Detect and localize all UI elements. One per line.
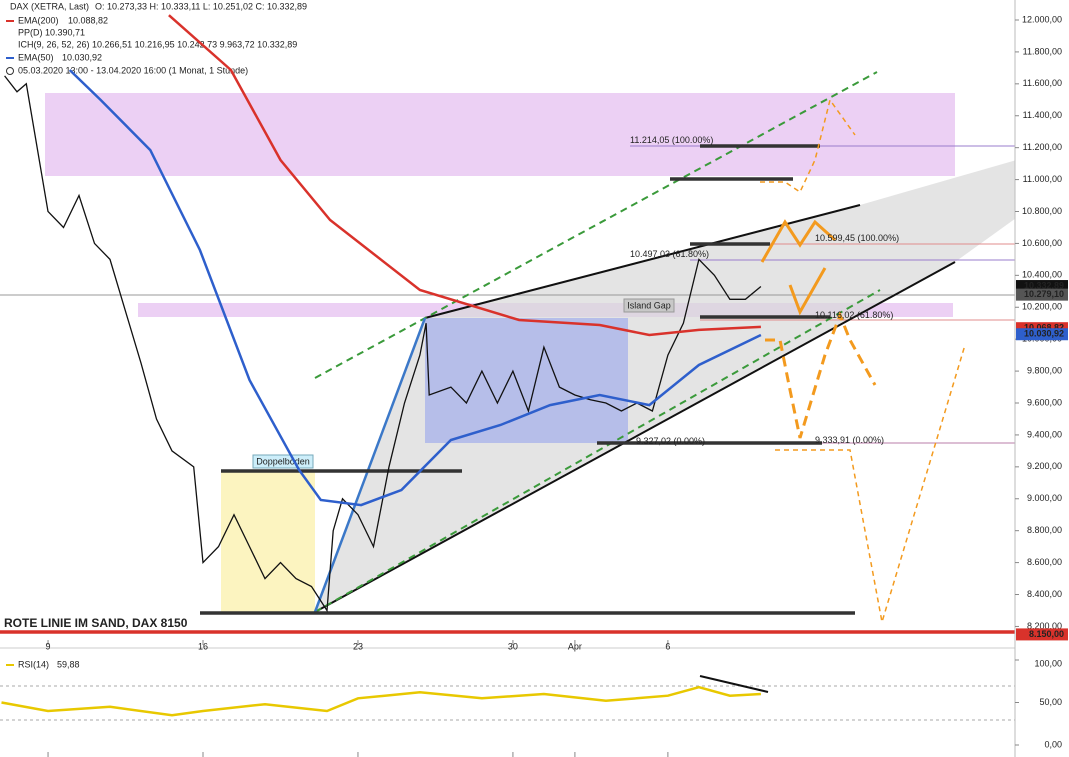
impulse-arrow bbox=[313, 317, 427, 613]
series-line bbox=[68, 69, 762, 507]
legend-bg bbox=[0, 0, 360, 80]
fib-label: 10.497,03 (61.80%) bbox=[630, 249, 709, 259]
y-tick-label: 9.000,00 bbox=[1027, 493, 1062, 503]
y-tick-label: 50,00 bbox=[1039, 697, 1062, 707]
legend-entry: PP(D) 10.390,71 bbox=[18, 27, 85, 37]
period: 05.03.2020 13:00 - 13.04.2020 16:00 (1 M… bbox=[18, 65, 248, 75]
x-tick-label: 6 bbox=[665, 641, 670, 651]
resistance-zone bbox=[45, 93, 955, 176]
price-badge-label: 10.332,89 bbox=[1024, 280, 1064, 290]
legend: DAX (XETRA, Last) O: 10.273,33 H: 10.333… bbox=[0, 0, 675, 670]
y-tick-label: 10.200,00 bbox=[1022, 302, 1062, 312]
price-badge bbox=[1016, 288, 1068, 301]
y-tick-label: 8.800,00 bbox=[1027, 525, 1062, 535]
note-box bbox=[623, 298, 675, 313]
rsi-trend bbox=[699, 675, 769, 693]
fib-label: 11.214,05 (100.00%) bbox=[630, 135, 713, 145]
fib-label: 9.333,91 (0.00%) bbox=[815, 435, 884, 445]
legend-entry: ICH(9, 26, 52, 26) 10.266,51 10.216,95 1… bbox=[18, 39, 297, 49]
wedge bbox=[315, 145, 1069, 612]
y-tick-label: 11.200,00 bbox=[1023, 142, 1062, 152]
fib-label: 9.327,02 (0.00%) bbox=[636, 436, 705, 446]
y-tick-label: 9.400,00 bbox=[1027, 429, 1062, 439]
series-line bbox=[1, 685, 761, 717]
y-tick-label: 0,00 bbox=[1044, 739, 1062, 749]
series-line bbox=[168, 14, 761, 337]
price-badge-label: 10.030,92 bbox=[1024, 329, 1064, 339]
y-tick-label: 10.800,00 bbox=[1022, 206, 1062, 216]
trend-line bbox=[314, 71, 878, 379]
x-tick-label: 9 bbox=[46, 641, 51, 651]
legend-entry: EMA(200) bbox=[18, 15, 59, 25]
y-tick-label: 10.600,00 bbox=[1022, 238, 1062, 248]
legend-value: 59,88 bbox=[57, 659, 80, 669]
price-badge-label: 10.068,82 bbox=[1024, 323, 1064, 333]
trend-line bbox=[314, 289, 881, 613]
series-line bbox=[4, 75, 762, 613]
range-box bbox=[425, 318, 628, 443]
y-tick-label: 11.600,00 bbox=[1023, 78, 1062, 88]
legend-entry: EMA(50) bbox=[18, 52, 54, 62]
legend-ohlc: O: 10.273,33 H: 10.333,11 L: 10.251,02 C… bbox=[95, 1, 307, 11]
note: Doppelboden bbox=[256, 456, 310, 466]
y-tick-label: 9.600,00 bbox=[1027, 397, 1062, 407]
y-tick-label: 11.400,00 bbox=[1023, 110, 1062, 120]
price-badge bbox=[1016, 628, 1068, 641]
legend-title: DAX (XETRA, Last) bbox=[10, 1, 89, 11]
x-tick-label: Apr bbox=[568, 641, 582, 651]
fib-label: 10.116,02 (61.80%) bbox=[815, 310, 893, 320]
y-tick-label: 9.200,00 bbox=[1027, 461, 1062, 471]
y-tick-label: 8.400,00 bbox=[1027, 589, 1062, 599]
legend-value: 10.030,92 bbox=[62, 52, 102, 62]
y-tick-label: 8.600,00 bbox=[1027, 557, 1062, 567]
wedge-line bbox=[314, 261, 956, 613]
legend-entry: RSI(14) bbox=[18, 659, 49, 669]
y-tick-label: 100,00 bbox=[1034, 658, 1062, 668]
price-badge bbox=[1016, 328, 1068, 341]
y-tick-label: 9.800,00 bbox=[1027, 365, 1062, 375]
x-tick-label: 23 bbox=[353, 641, 363, 651]
note-box bbox=[252, 454, 314, 469]
y-tick-label: 11.800,00 bbox=[1023, 46, 1062, 56]
red-line-label: ROTE LINIE IM SAND, DAX 8150 bbox=[4, 616, 188, 630]
price-badge-label: 8.150,00 bbox=[1029, 629, 1064, 639]
price-badge-label: 10.279,10 bbox=[1024, 289, 1064, 299]
clock-icon bbox=[6, 67, 14, 75]
x-tick-label: 16 bbox=[198, 641, 208, 651]
scenario-arrows bbox=[760, 98, 966, 623]
y-tick-label: 8.200,00 bbox=[1027, 621, 1062, 631]
y-tick-label: 10.400,00 bbox=[1022, 270, 1062, 280]
double-bottom-zone bbox=[221, 472, 315, 612]
y-tick-label: 11.000,00 bbox=[1023, 174, 1062, 184]
x-tick-label: 30 bbox=[508, 641, 518, 651]
y-tick-label: 12.000,00 bbox=[1022, 14, 1062, 24]
note: Island Gap bbox=[627, 300, 671, 310]
legend-value: 10.088,82 bbox=[68, 15, 108, 25]
fib-label: 10.599,45 (100.00%) bbox=[815, 233, 899, 243]
